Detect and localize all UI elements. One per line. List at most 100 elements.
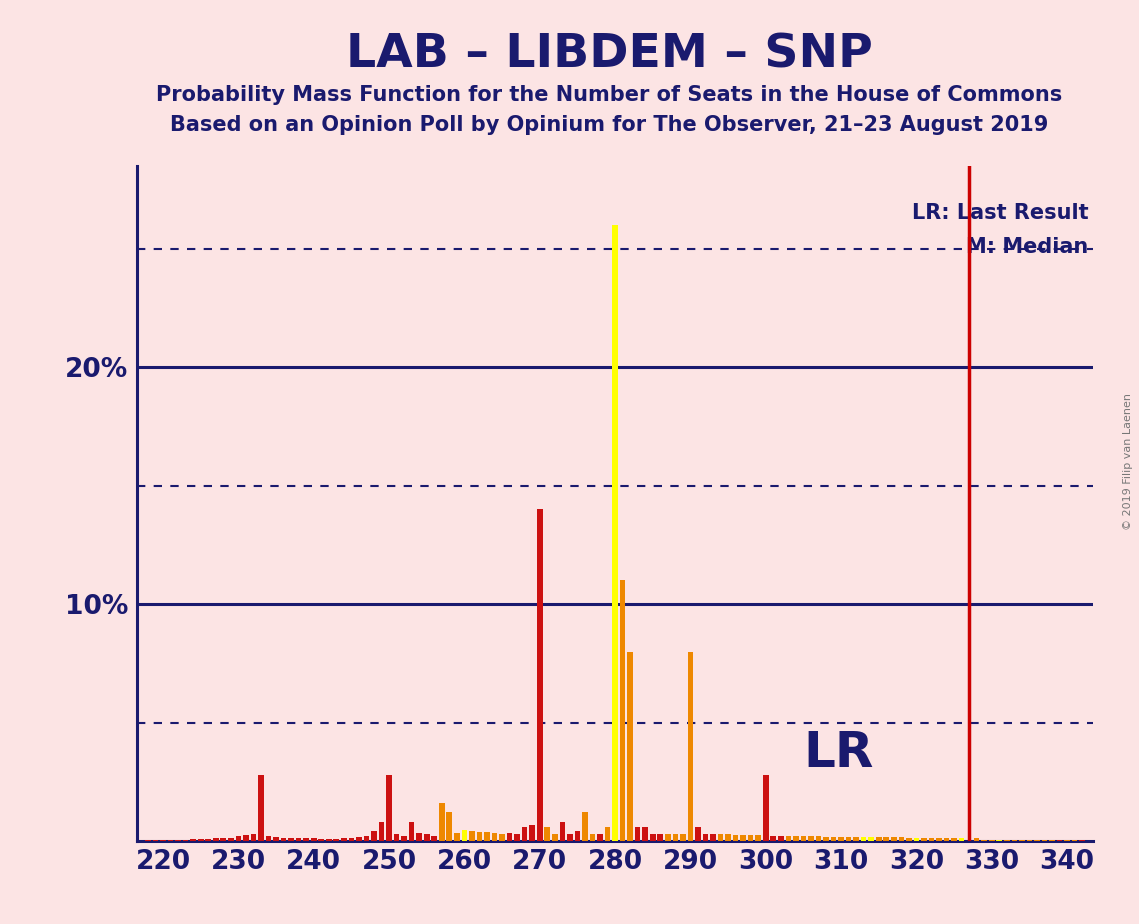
Bar xyxy=(378,822,384,841)
Bar xyxy=(484,832,490,841)
Bar xyxy=(303,838,309,841)
Bar xyxy=(582,812,588,841)
Bar xyxy=(1057,840,1063,841)
Bar xyxy=(718,834,723,841)
Bar xyxy=(363,835,369,841)
Bar xyxy=(1042,840,1047,841)
Bar xyxy=(221,838,227,841)
Bar xyxy=(574,832,580,841)
Bar xyxy=(944,838,950,841)
Bar xyxy=(899,837,904,841)
Bar xyxy=(296,838,302,841)
Bar xyxy=(567,833,573,841)
Bar xyxy=(740,835,746,841)
Bar xyxy=(1011,840,1017,841)
Bar xyxy=(1049,840,1055,841)
Bar xyxy=(265,835,271,841)
Bar xyxy=(853,837,859,841)
Bar xyxy=(280,837,286,841)
Bar xyxy=(997,840,1002,841)
Bar xyxy=(732,835,738,841)
Bar xyxy=(515,834,519,841)
Bar xyxy=(620,580,625,841)
Bar xyxy=(913,838,919,841)
Bar xyxy=(755,835,761,841)
Bar xyxy=(454,833,460,841)
Bar xyxy=(213,838,219,841)
Bar xyxy=(499,833,505,841)
Bar xyxy=(628,651,633,841)
Text: Probability Mass Function for the Number of Seats in the House of Commons: Probability Mass Function for the Number… xyxy=(156,85,1063,105)
Bar xyxy=(936,838,942,841)
Bar xyxy=(688,651,694,841)
Bar xyxy=(974,838,980,841)
Bar xyxy=(605,827,611,841)
Bar xyxy=(846,837,852,841)
Text: © 2019 Filip van Laenen: © 2019 Filip van Laenen xyxy=(1123,394,1133,530)
Bar xyxy=(906,838,911,841)
Text: Based on an Opinion Poll by Opinium for The Observer, 21–23 August 2019: Based on an Opinion Poll by Opinium for … xyxy=(170,115,1049,135)
Bar xyxy=(703,834,708,841)
Bar xyxy=(273,836,279,841)
Text: LAB – LIBDEM – SNP: LAB – LIBDEM – SNP xyxy=(346,32,872,78)
Bar xyxy=(357,837,362,841)
Bar xyxy=(492,833,498,841)
Bar xyxy=(868,837,874,841)
Text: LR: LR xyxy=(803,729,874,777)
Bar xyxy=(672,834,678,841)
Bar xyxy=(928,838,934,841)
Bar xyxy=(476,832,482,841)
Bar xyxy=(770,836,776,841)
Bar xyxy=(334,839,339,841)
Bar xyxy=(439,803,444,841)
Bar xyxy=(349,838,354,841)
Bar xyxy=(236,836,241,841)
Bar xyxy=(816,836,821,841)
Bar xyxy=(650,834,656,841)
Bar xyxy=(680,834,686,841)
Bar xyxy=(288,838,294,841)
Bar xyxy=(251,833,256,841)
Bar xyxy=(394,833,400,841)
Bar xyxy=(469,832,475,841)
Bar xyxy=(590,833,596,841)
Bar xyxy=(989,840,994,841)
Bar xyxy=(507,833,513,841)
Bar xyxy=(665,834,671,841)
Bar xyxy=(951,838,957,841)
Bar xyxy=(1034,840,1040,841)
Bar xyxy=(657,834,663,841)
Bar xyxy=(778,836,784,841)
Bar xyxy=(319,839,325,841)
Bar xyxy=(552,834,558,841)
Bar xyxy=(175,840,181,841)
Bar xyxy=(884,837,890,841)
Bar xyxy=(634,827,640,841)
Bar xyxy=(386,774,392,841)
Bar xyxy=(613,225,617,841)
Bar xyxy=(959,838,965,841)
Bar xyxy=(891,837,896,841)
Bar xyxy=(417,833,423,841)
Bar xyxy=(409,822,415,841)
Text: LR: Last Result: LR: Last Result xyxy=(912,203,1089,224)
Bar xyxy=(801,836,806,841)
Bar xyxy=(401,836,407,841)
Bar xyxy=(371,832,377,841)
Bar xyxy=(536,509,542,841)
Text: M: Median: M: Median xyxy=(966,237,1089,257)
Bar xyxy=(1064,840,1070,841)
Bar xyxy=(1026,840,1032,841)
Bar xyxy=(259,774,264,841)
Bar xyxy=(786,836,792,841)
Bar xyxy=(597,833,603,841)
Bar xyxy=(190,839,196,841)
Bar xyxy=(711,834,715,841)
Bar xyxy=(748,835,754,841)
Bar xyxy=(530,825,535,841)
Bar xyxy=(921,838,927,841)
Bar xyxy=(326,839,331,841)
Bar xyxy=(763,774,769,841)
Bar xyxy=(793,836,798,841)
Bar xyxy=(205,839,211,841)
